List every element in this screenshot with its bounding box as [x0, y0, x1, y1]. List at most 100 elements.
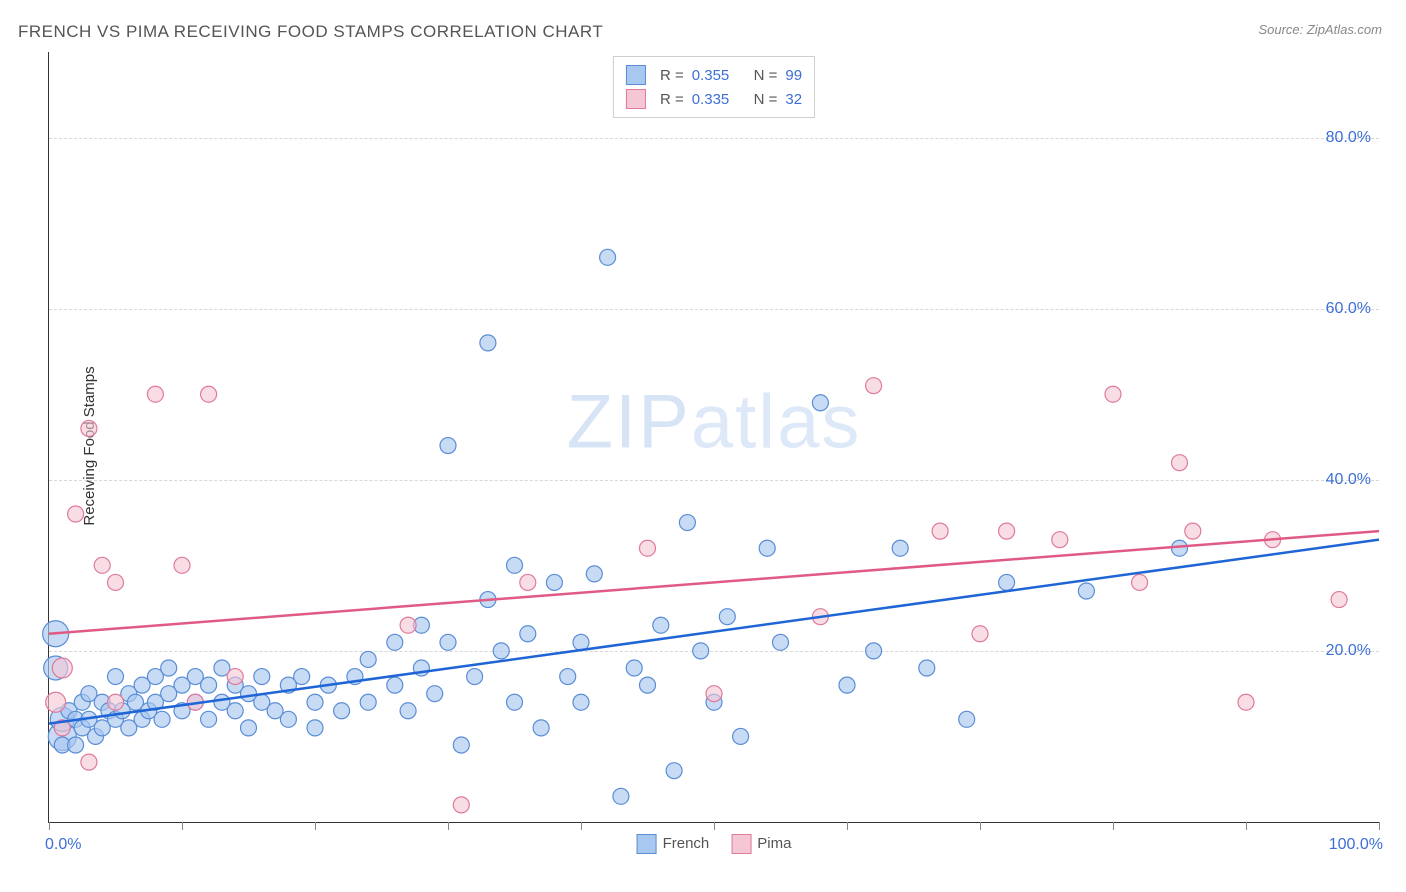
data-point — [573, 634, 589, 650]
data-point — [467, 669, 483, 685]
data-point — [759, 540, 775, 556]
series-legend: French Pima — [637, 834, 792, 854]
data-point — [294, 669, 310, 685]
swatch-pima — [731, 834, 751, 854]
data-point — [733, 728, 749, 744]
legend-item-french: French — [637, 834, 710, 854]
data-point — [254, 669, 270, 685]
data-point — [360, 651, 376, 667]
data-point — [839, 677, 855, 693]
data-point — [334, 703, 350, 719]
data-point — [1331, 592, 1347, 608]
data-point — [108, 574, 124, 590]
r-label: R = — [660, 91, 684, 108]
data-point — [440, 438, 456, 454]
x-tick — [315, 822, 316, 830]
data-point — [493, 643, 509, 659]
r-label: R = — [660, 67, 684, 84]
data-point — [892, 540, 908, 556]
data-point — [600, 249, 616, 265]
data-point — [706, 686, 722, 702]
data-point — [546, 574, 562, 590]
data-point — [227, 669, 243, 685]
data-point — [154, 711, 170, 727]
data-point — [108, 694, 124, 710]
data-point — [227, 703, 243, 719]
source-prefix: Source: — [1258, 22, 1306, 37]
data-point — [161, 660, 177, 676]
data-point — [427, 686, 443, 702]
data-point — [507, 694, 523, 710]
data-point — [812, 395, 828, 411]
data-point — [241, 720, 257, 736]
data-point — [453, 797, 469, 813]
data-point — [972, 626, 988, 642]
swatch-french — [626, 65, 646, 85]
data-point — [1078, 583, 1094, 599]
data-point — [613, 788, 629, 804]
n-label: N = — [754, 91, 778, 108]
data-point — [959, 711, 975, 727]
r-value-french: 0.355 — [692, 67, 730, 84]
data-point — [68, 506, 84, 522]
x-tick — [1246, 822, 1247, 830]
data-point — [46, 692, 66, 712]
data-point — [81, 754, 97, 770]
correlation-row-pima: R = 0.335 N = 32 — [626, 87, 802, 111]
data-point — [719, 609, 735, 625]
data-point — [693, 643, 709, 659]
data-point — [280, 711, 296, 727]
x-max-label: 100.0% — [1329, 836, 1383, 854]
data-point — [201, 711, 217, 727]
data-point — [1052, 532, 1068, 548]
legend-label-french: French — [663, 835, 710, 852]
data-point — [480, 335, 496, 351]
data-point — [360, 694, 376, 710]
data-point — [520, 574, 536, 590]
data-point — [1105, 386, 1121, 402]
data-point — [108, 669, 124, 685]
data-point — [999, 574, 1015, 590]
data-point — [866, 378, 882, 394]
data-point — [1238, 694, 1254, 710]
data-point — [1185, 523, 1201, 539]
correlation-row-french: R = 0.355 N = 99 — [626, 63, 802, 87]
legend-item-pima: Pima — [731, 834, 791, 854]
swatch-pima — [626, 89, 646, 109]
n-value-pima: 32 — [785, 91, 802, 108]
data-point — [919, 660, 935, 676]
data-point — [1172, 455, 1188, 471]
data-point — [387, 634, 403, 650]
legend-label-pima: Pima — [757, 835, 791, 852]
x-min-label: 0.0% — [45, 836, 81, 854]
data-point — [81, 420, 97, 436]
data-point — [174, 557, 190, 573]
scatter-svg — [49, 52, 1379, 822]
data-point — [307, 694, 323, 710]
data-point — [68, 737, 84, 753]
plot-area: ZIPatlas R = 0.355 N = 99 R = 0.335 N = … — [48, 52, 1379, 823]
data-point — [773, 634, 789, 650]
data-point — [52, 658, 72, 678]
data-point — [507, 557, 523, 573]
data-point — [999, 523, 1015, 539]
data-point — [1132, 574, 1148, 590]
swatch-french — [637, 834, 657, 854]
data-point — [400, 703, 416, 719]
data-point — [147, 386, 163, 402]
data-point — [679, 515, 695, 531]
source-attribution: Source: ZipAtlas.com — [1258, 22, 1382, 37]
data-point — [866, 643, 882, 659]
regression-line — [49, 531, 1379, 634]
x-tick — [847, 822, 848, 830]
correlation-legend: R = 0.355 N = 99 R = 0.335 N = 32 — [613, 56, 815, 118]
x-tick — [49, 822, 50, 830]
chart-title: FRENCH VS PIMA RECEIVING FOOD STAMPS COR… — [18, 22, 603, 42]
data-point — [440, 634, 456, 650]
data-point — [201, 677, 217, 693]
n-label: N = — [754, 67, 778, 84]
data-point — [1172, 540, 1188, 556]
n-value-french: 99 — [785, 67, 802, 84]
data-point — [94, 557, 110, 573]
data-point — [453, 737, 469, 753]
